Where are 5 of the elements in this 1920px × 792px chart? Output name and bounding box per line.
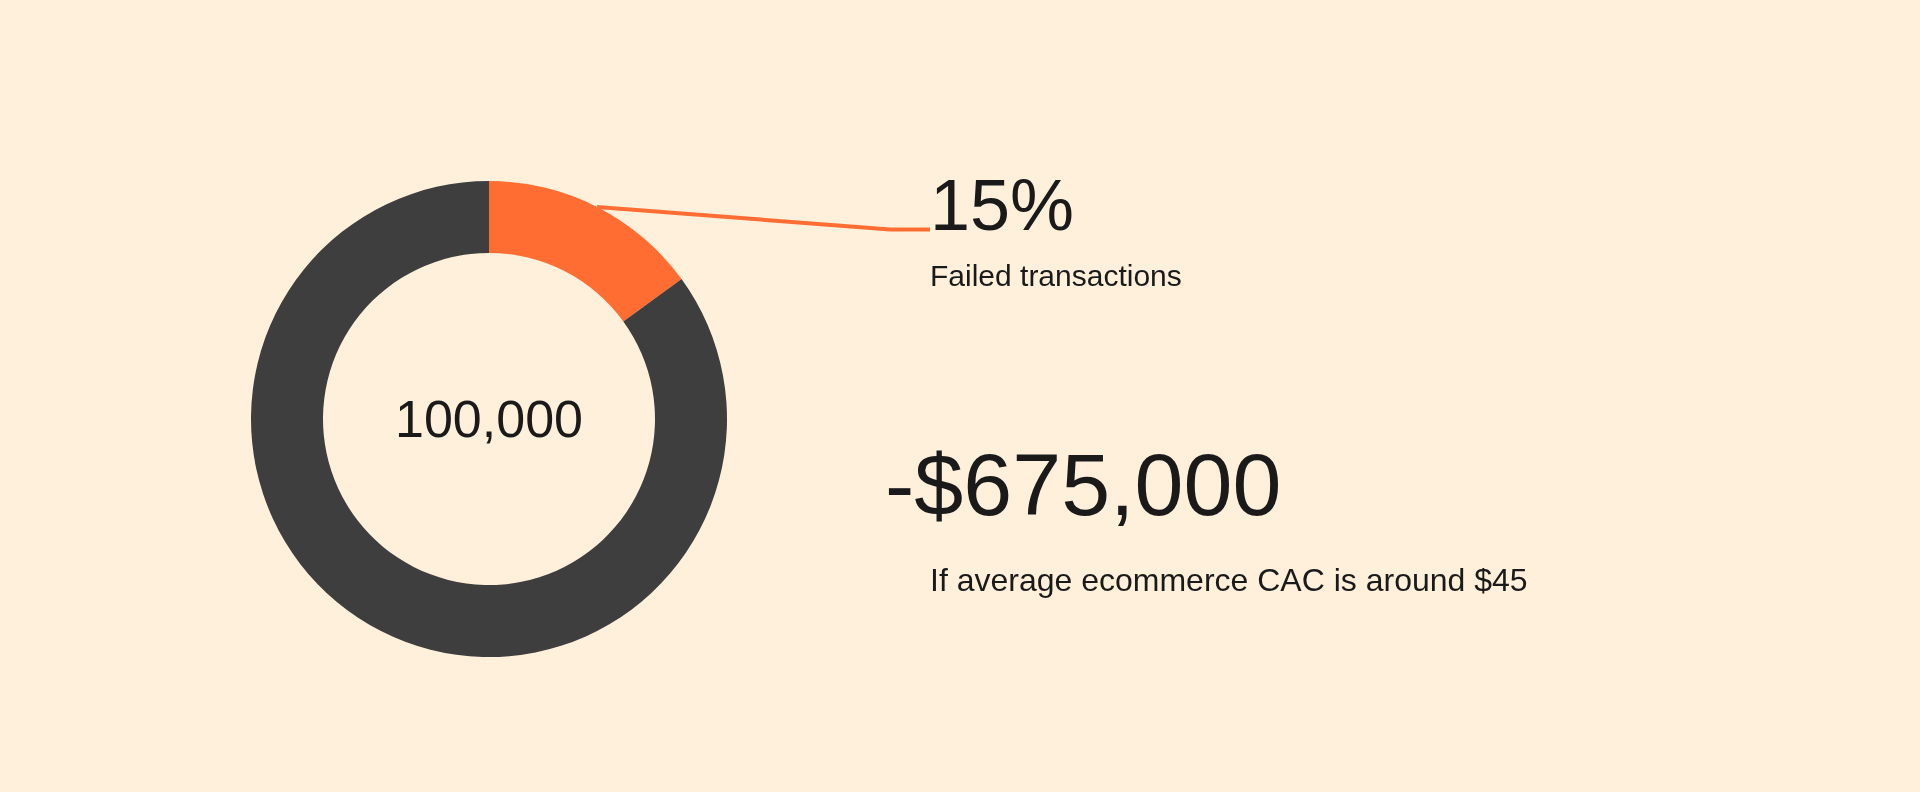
text: If average ecommerce CAC is around $45 xyxy=(930,562,1528,598)
slice-label: Failed transactions xyxy=(930,258,1182,292)
text: -$675,000 xyxy=(885,434,1282,534)
text: 100,000 xyxy=(395,390,583,448)
data-label: 15% xyxy=(930,165,1075,245)
